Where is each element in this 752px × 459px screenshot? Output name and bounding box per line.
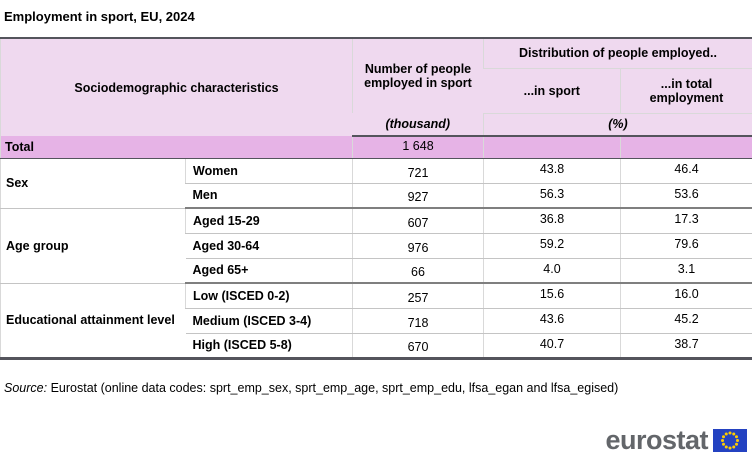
- total-in-total-empty: [620, 136, 752, 159]
- row-label: Aged 30-64: [185, 233, 353, 259]
- cell-in-total: 3.1: [620, 258, 752, 284]
- header-row-2: ...in sport ...in total employment: [1, 68, 752, 114]
- header-distribution: Distribution of people employed..: [483, 38, 752, 69]
- row-label: High (ISCED 5-8): [192, 338, 292, 352]
- row-group-label-education: Educational attainment level: [0, 283, 186, 359]
- header-in-total: ...in total employment: [620, 68, 752, 114]
- header-characteristics: Sociodemographic characteristics: [0, 38, 353, 136]
- table-row: High (ISCED 5-8) 670 40.7 38.7: [1, 333, 752, 358]
- cell-in-sport: 15.6: [483, 283, 621, 309]
- employment-table: Sociodemographic characteristics Number …: [0, 37, 752, 360]
- cell-number: 927: [352, 183, 484, 209]
- cell-in-sport: 4.0: [483, 258, 621, 284]
- cell-in-sport: 43.8: [483, 158, 621, 184]
- eurostat-logo-text: eurostat: [605, 425, 708, 455]
- total-number: 1 648: [352, 136, 484, 159]
- table-row: Sex Women 721 43.8 46.4: [0, 158, 752, 209]
- cell-number: 257: [352, 283, 484, 309]
- cell-in-total: 17.3: [620, 208, 752, 234]
- page-title: Employment in sport, EU, 2024: [4, 9, 195, 24]
- cell-in-total: 46.4: [620, 158, 752, 184]
- cell-number: 607: [352, 208, 484, 234]
- cell-in-total: 45.2: [620, 308, 752, 334]
- table-row: Aged 65+ 66 4.0 3.1: [1, 258, 752, 284]
- total-in-sport-empty: [483, 136, 621, 159]
- cell-in-sport: 59.2: [483, 233, 621, 259]
- unit-percent: (%): [483, 113, 752, 137]
- row-label: Women: [185, 158, 353, 184]
- cell-in-sport: 36.8: [483, 208, 621, 234]
- eu-flag-icon: [713, 429, 747, 452]
- row-label: Low (ISCED 0-2): [185, 283, 353, 309]
- unit-thousand: (thousand): [352, 113, 484, 137]
- table-row: Men 927 56.3 53.6: [1, 183, 752, 209]
- source-text: Eurostat (online data codes: sprt_emp_se…: [50, 380, 619, 395]
- cell-number: 66: [352, 258, 484, 284]
- cell-in-total: 16.0: [620, 283, 752, 309]
- cell-in-sport: 43.6: [483, 308, 621, 334]
- row-group-label-sex: Sex: [0, 158, 186, 209]
- cell-in-sport: 40.7: [483, 333, 621, 358]
- table-row-total: Total 1 648: [0, 136, 752, 159]
- cell-number: 976: [352, 233, 484, 259]
- cell-number: 721: [352, 158, 484, 184]
- header-row-1: Sociodemographic characteristics Number …: [0, 38, 752, 136]
- row-label: Aged 15-29: [185, 208, 353, 234]
- header-in-sport: ...in sport: [483, 68, 621, 114]
- table-row: Educational attainment level Low (ISCED …: [0, 283, 752, 359]
- cell-in-total: 53.6: [620, 183, 752, 209]
- cell-number: 718: [352, 308, 484, 334]
- eurostat-logo: eurostat: [605, 427, 747, 454]
- table-row: Medium (ISCED 3-4) 718 43.6 45.2: [1, 308, 752, 334]
- row-label: Men: [185, 183, 353, 209]
- cell-in-sport: 56.3: [483, 183, 621, 209]
- table-row: Aged 30-64 976 59.2 79.6: [1, 233, 752, 259]
- cell-in-total: 38.7: [620, 333, 752, 358]
- cell-number: 670: [352, 333, 484, 358]
- row-group-label-age: Age group: [0, 208, 186, 284]
- header-number: Number of people employed in sport: [352, 38, 484, 113]
- source-note: Source: Eurostat (online data codes: spr…: [4, 381, 752, 395]
- source-prefix: Source:: [4, 380, 48, 395]
- row-label: Aged 65+: [185, 258, 353, 284]
- row-label: Medium (ISCED 3-4): [185, 308, 353, 334]
- total-label: Total: [0, 136, 353, 159]
- cell-in-total: 79.6: [620, 233, 752, 259]
- units-row: (thousand) (%): [1, 113, 752, 137]
- table-row: Age group Aged 15-29 607 36.8 17.3: [0, 208, 752, 284]
